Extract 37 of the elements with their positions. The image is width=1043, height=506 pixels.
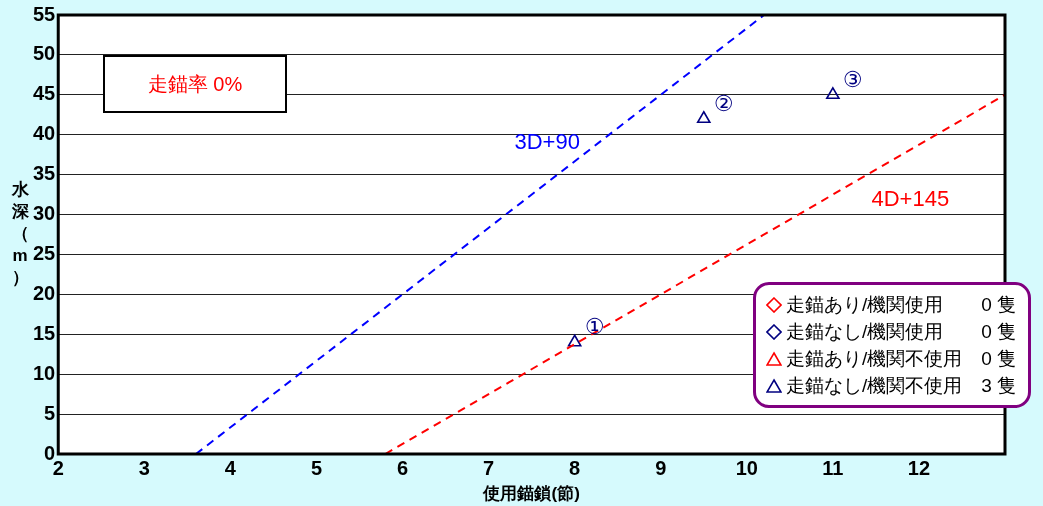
point	[696, 110, 711, 124]
annotation: ①	[584, 314, 605, 340]
text-box: 走錨率 0%	[103, 55, 287, 113]
point	[826, 87, 840, 100]
legend-label: 走錨あり/機関不使用 0 隻	[785, 346, 1016, 371]
y-tick-label: 15	[33, 321, 56, 344]
y-tick-label: 30	[33, 202, 56, 225]
y-tick-label: 20	[33, 281, 56, 304]
point	[567, 334, 582, 347]
y-tick-label: 55	[33, 2, 56, 25]
x-tick-label: 3	[138, 456, 150, 479]
y-tick-label: 40	[33, 122, 56, 145]
x-axis-title: 使用錨鎖(節)	[482, 484, 580, 504]
y-tick-label: 25	[33, 241, 56, 264]
y-axis-title: 水深（m）	[10, 180, 30, 288]
x-tick-label: 4	[224, 456, 237, 479]
annotation: 走錨率 0%	[147, 71, 243, 97]
y-tick-label: 5	[44, 401, 56, 424]
x-tick-label: 8	[569, 456, 581, 479]
x-tick-label: 9	[655, 456, 667, 479]
y-tick-label: 35	[33, 162, 56, 185]
series-label: 3D+90	[514, 128, 580, 154]
y-tick-label: 45	[33, 82, 56, 105]
legend-label: 走錨なし/機関使用 0 隻	[785, 319, 1016, 344]
x-tick-label: 11	[822, 456, 844, 479]
x-tick-label: 5	[310, 456, 323, 479]
x-tick-label: 7	[483, 456, 495, 479]
annotation: ③	[842, 66, 863, 92]
x-tick-label: 10	[735, 456, 758, 479]
y-tick-label: 10	[33, 361, 56, 384]
series-label: 4D+145	[871, 186, 950, 212]
legend-label: 走錨あり/機関使用 0 隻	[785, 292, 1016, 317]
x-tick-label: 6	[396, 456, 409, 479]
x-tick-label: 12	[907, 456, 931, 479]
legend-label: 走錨なし/機関不使用 3 隻	[785, 373, 1016, 398]
y-tick-label: 50	[33, 42, 56, 65]
annotation: ②	[713, 90, 734, 116]
